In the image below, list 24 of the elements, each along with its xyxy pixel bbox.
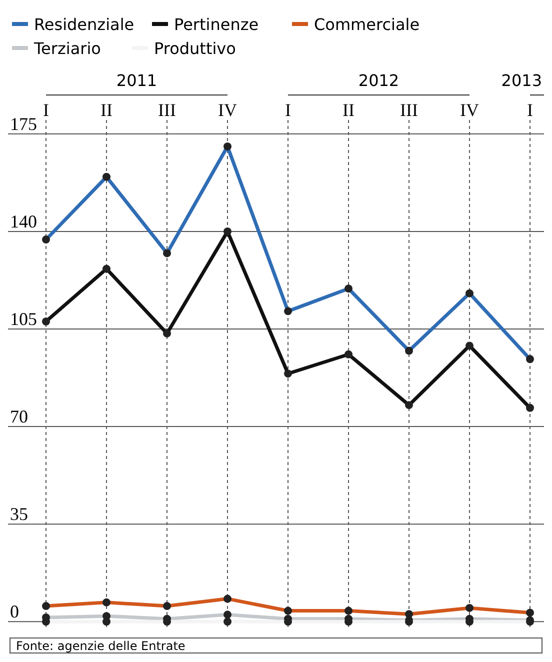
- x-tick-label: I: [43, 100, 49, 120]
- text: 2012: [358, 71, 400, 90]
- x-tick-label: II: [342, 100, 354, 120]
- legend-label: Commerciale: [314, 15, 420, 34]
- y-tick-label: 140: [10, 211, 37, 232]
- y-tick-label: 0: [10, 602, 19, 622]
- y-tick-label: 175: [10, 114, 37, 134]
- legend-label: Terziario: [33, 39, 101, 58]
- x-tick-label: III: [400, 100, 418, 120]
- text: 2011: [116, 71, 158, 90]
- y-tick-label: 70: [10, 406, 28, 427]
- legend-label: Residenziale: [34, 15, 134, 34]
- x-tick-label: I: [285, 100, 291, 120]
- x-tick-label: IV: [218, 100, 237, 120]
- y-tick-label: 35: [10, 504, 28, 524]
- text: 2013: [501, 71, 542, 90]
- legend-label: Produttivo: [154, 39, 236, 58]
- x-tick-label: I: [527, 100, 533, 120]
- legend-label: Pertinenze: [174, 15, 259, 34]
- source-note: Fonte: agenzie delle Entrate: [16, 639, 186, 653]
- y-tick-label: 105: [10, 309, 37, 330]
- x-tick-label: IV: [460, 100, 479, 120]
- x-tick-label: II: [100, 100, 112, 120]
- x-tick-label: III: [158, 100, 176, 120]
